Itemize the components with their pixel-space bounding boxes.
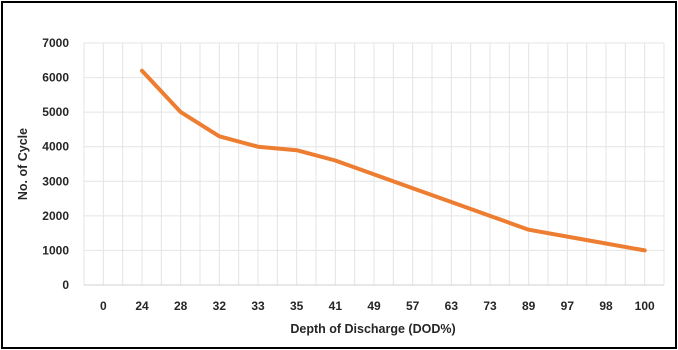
x-tick-label: 33	[251, 299, 265, 313]
x-tick-label: 24	[135, 299, 149, 313]
series-line	[140, 68, 647, 253]
x-tick-label: 57	[406, 299, 420, 313]
x-tick-label: 28	[174, 299, 188, 313]
y-tick-label: 0	[62, 278, 69, 292]
x-tick-label: 63	[445, 299, 459, 313]
y-tick-label: 6000	[42, 71, 69, 85]
grid-lines	[83, 42, 665, 285]
x-tick-label: 49	[367, 299, 381, 313]
x-tick-labels: 0 24 28 32 33 35 41 49 57 63 73 89 97 98 100	[100, 299, 655, 313]
x-tick-label: 73	[483, 299, 497, 313]
y-tick-label: 1000	[42, 243, 69, 257]
series-layer	[140, 68, 647, 253]
y-tick-label: 4000	[42, 140, 69, 154]
y-tick-label: 5000	[42, 105, 69, 119]
y-tick-labels: 0 1000 2000 3000 4000 5000 6000 7000	[42, 36, 69, 292]
y-tick-label: 7000	[42, 36, 69, 50]
x-axis-title: Depth of Discharge (DOD%)	[290, 322, 455, 336]
x-tick-label: 41	[329, 299, 343, 313]
x-tick-label: 35	[290, 299, 304, 313]
x-tick-label: 32	[213, 299, 227, 313]
y-tick-label: 2000	[42, 209, 69, 223]
x-tick-label: 98	[599, 299, 613, 313]
x-tick-label: 97	[561, 299, 575, 313]
y-tick-label: 3000	[42, 174, 69, 188]
x-tick-label: 100	[635, 299, 655, 313]
x-tick-label: 89	[522, 299, 536, 313]
y-axis-title: No. of Cycle	[16, 128, 30, 200]
x-tick-label: 0	[100, 299, 107, 313]
